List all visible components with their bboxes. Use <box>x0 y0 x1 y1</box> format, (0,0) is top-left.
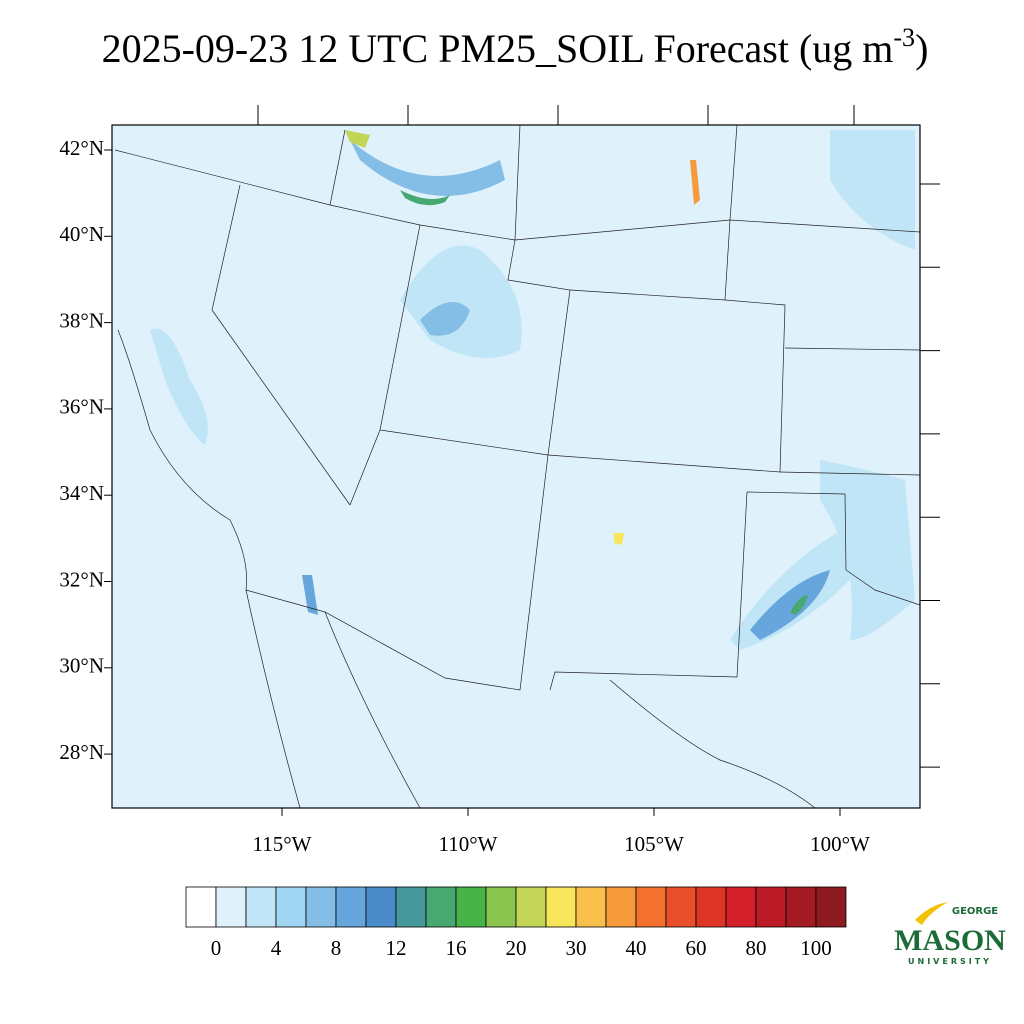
colorbar-label: 0 <box>211 936 222 960</box>
lat-label: 40°N <box>59 222 104 246</box>
colorbar-box <box>245 886 277 928</box>
colorbar-box <box>665 886 697 928</box>
colorbar-label: 4 <box>271 936 282 960</box>
lon-label: 100°W <box>810 832 870 856</box>
colorbar-box <box>605 886 637 928</box>
colorbar-box <box>575 886 607 928</box>
colorbar-box <box>455 886 487 928</box>
lat-label: 38°N <box>59 308 104 332</box>
lat-label: 32°N <box>59 567 104 591</box>
colorbar-box <box>635 886 667 928</box>
concentration-fields <box>150 130 915 650</box>
colorbar-box <box>365 886 397 928</box>
colorbar-label: 12 <box>386 936 407 960</box>
logo: GEORGE MASON UNIVERSITY <box>894 902 1006 966</box>
colorbar-label: 100 <box>800 936 832 960</box>
lon-label: 105°W <box>624 832 684 856</box>
colorbar-box <box>185 886 217 928</box>
lon-label: 115°W <box>253 832 312 856</box>
colorbar-box <box>425 886 457 928</box>
lat-label: 30°N <box>59 654 104 678</box>
colorbar-label: 20 <box>506 936 527 960</box>
colorbar-box <box>305 886 337 928</box>
colorbar-box <box>335 886 367 928</box>
title-main: 2025-09-23 12 UTC PM25_SOIL Forecast (ug… <box>102 26 894 71</box>
colorbar-box <box>785 886 817 928</box>
colorbar-box <box>725 886 757 928</box>
colorbar-label: 30 <box>566 936 587 960</box>
title-superscript: -3 <box>893 23 915 52</box>
colorbar-box <box>395 886 427 928</box>
lon-label: 110°W <box>439 832 498 856</box>
colorbar-box <box>815 886 847 928</box>
map-frame <box>111 124 921 809</box>
colorbar-label: 40 <box>626 936 647 960</box>
lat-label: 28°N <box>59 740 104 764</box>
logo-bottom: UNIVERSITY <box>908 957 992 966</box>
colorbar-box <box>755 886 787 928</box>
colorbar: 0 4 8 12 16 20 30 40 60 80 100 <box>185 886 847 960</box>
colorbar-box <box>485 886 517 928</box>
colorbar-box <box>545 886 577 928</box>
colorbar-box <box>695 886 727 928</box>
colorbar-box <box>275 886 307 928</box>
colorbar-label: 80 <box>746 936 767 960</box>
map-background <box>112 125 920 808</box>
logo-main: MASON <box>894 924 1006 957</box>
colorbar-label: 8 <box>331 936 342 960</box>
colorbar-box <box>515 886 547 928</box>
boundaries <box>114 124 921 809</box>
lat-label: 42°N <box>59 136 104 160</box>
lat-label: 36°N <box>59 395 104 419</box>
title: 2025-09-23 12 UTC PM25_SOIL Forecast (ug… <box>102 23 929 71</box>
map <box>111 124 921 809</box>
colorbar-box <box>215 886 247 928</box>
title-close: ) <box>915 26 928 71</box>
colorbar-label: 60 <box>686 936 707 960</box>
colorbar-label: 16 <box>446 936 467 960</box>
axis-ticks: 42°N 40°N 38°N 36°N 34°N 32°N 30°N 28°N 115°W 110… <box>59 105 940 856</box>
lat-label: 34°N <box>59 481 104 505</box>
logo-top: GEORGE <box>952 906 998 917</box>
